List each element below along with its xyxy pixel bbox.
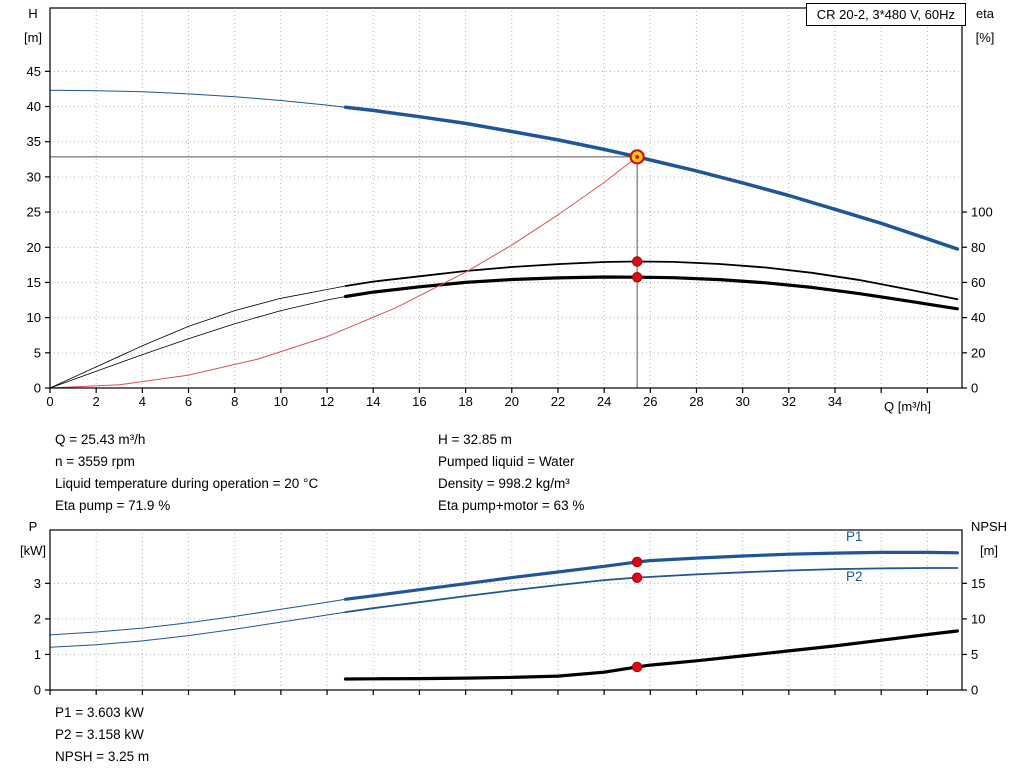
y-left-tick-label: 40 — [27, 99, 41, 114]
y-right-tick-label: 100 — [971, 205, 993, 220]
head-efficiency-chart: 0 2 4 6 8 10 12 14 16 18 20 22 24 26 28 30 32 34051015202… — [27, 7, 993, 409]
power-npsh-info: P1 = 3.603 kW P2 = 3.158 kW NPSH = 3.25 … — [55, 702, 149, 768]
curve-npsh — [343, 629, 960, 681]
curve-p1 — [343, 550, 960, 601]
head-axis-title: H [m] — [18, 2, 48, 50]
x-tick-label: 6 — [185, 394, 192, 409]
curve-eta-pump-motor-thin — [49, 296, 346, 389]
curve-p2 — [344, 567, 959, 613]
x-tick-label: 0 — [46, 394, 53, 409]
y-left-tick-label: 25 — [27, 205, 41, 220]
y-left-tick-label: 15 — [27, 275, 41, 290]
curve-head — [343, 105, 960, 251]
info-liquid-temp: Liquid temperature during operation = 20… — [55, 476, 319, 491]
eta-axis-symbol: eta — [975, 6, 995, 21]
x-tick-label: 30 — [735, 394, 749, 409]
x-tick-label: 24 — [597, 394, 611, 409]
y-left-tick-label: 1 — [34, 647, 41, 662]
power-axis-title: P [kW] — [14, 515, 52, 563]
y-right-tick-label: 60 — [971, 275, 985, 290]
info-pumped-liquid: Pumped liquid = Water — [438, 454, 575, 469]
info-eta-pump: Eta pump = 71.9 % — [55, 498, 171, 513]
duty-point-center — [635, 154, 640, 159]
y-left-tick-label: 2 — [34, 611, 41, 626]
head-axis-symbol: H — [28, 6, 38, 21]
x-tick-label: 2 — [93, 394, 100, 409]
pump-model-title: CR 20-2, 3*480 V, 60Hz — [805, 3, 966, 26]
power-axis-symbol: P — [28, 519, 38, 534]
flow-axis-title: Q [m³/h] — [884, 399, 931, 414]
curve-p1-thin — [49, 598, 346, 636]
npsh-point — [631, 661, 643, 673]
y-left-tick-label: 10 — [27, 310, 41, 325]
p2-curve-label: P2 — [846, 569, 863, 584]
y-left-tick-label: 5 — [34, 345, 41, 360]
x-tick-label: 22 — [551, 394, 565, 409]
x-tick-label: 28 — [689, 394, 703, 409]
y-right-tick-label: 40 — [971, 310, 985, 325]
x-tick-label: 18 — [458, 394, 472, 409]
x-tick-label: 34 — [828, 394, 842, 409]
x-tick-label: 14 — [366, 394, 380, 409]
x-tick-label: 10 — [274, 394, 288, 409]
y-left-tick-label: 30 — [27, 169, 41, 184]
x-tick-label: 4 — [139, 394, 146, 409]
p2-point — [631, 572, 643, 583]
eta-pump-point — [631, 256, 643, 267]
y-left-tick-label: 0 — [34, 381, 41, 396]
y-left-tick-label: 35 — [27, 134, 41, 149]
info-density: Density = 998.2 kg/m³ — [438, 476, 570, 491]
duty-info-right: H = 32.85 m Pumped liquid = Water Densit… — [438, 429, 584, 517]
x-tick-label: 8 — [231, 394, 238, 409]
eta-pump-motor-point — [631, 271, 643, 283]
x-tick-label: 32 — [782, 394, 796, 409]
curve-eta-pump-thin — [49, 285, 346, 389]
duty-info-left: Q = 25.43 m³/h n = 3559 rpm Liquid tempe… — [55, 429, 318, 517]
power-npsh-chart: 0 1 2 3 0 5 10 15 — [34, 529, 985, 698]
info-head: H = 32.85 m — [438, 432, 512, 447]
npsh-axis-symbol: NPSH — [970, 519, 1008, 534]
y-right-tick-label: 10 — [971, 611, 985, 626]
info-p1: P1 = 3.603 kW — [55, 705, 144, 720]
info-npsh: NPSH = 3.25 m — [55, 749, 150, 764]
y-right-tick-label: 15 — [971, 576, 985, 591]
info-p2: P2 = 3.158 kW — [55, 727, 144, 742]
plot-frame — [49, 7, 963, 389]
x-tick-label: 16 — [412, 394, 426, 409]
y-right-tick-label: 20 — [971, 345, 985, 360]
y-left-tick-label: 3 — [34, 576, 41, 591]
curve-p2-thin — [49, 611, 346, 648]
info-flow: Q = 25.43 m³/h — [55, 432, 146, 447]
curve-head-thin — [49, 89, 346, 108]
y-left-tick-label: 20 — [27, 240, 41, 255]
y-left-tick-label: 45 — [27, 64, 41, 79]
y-right-tick-label: 5 — [971, 647, 978, 662]
p1-point — [631, 556, 643, 568]
plot-frame — [49, 529, 963, 691]
eta-axis-unit: [%] — [975, 30, 995, 45]
y-left-tick-label: 0 — [34, 683, 41, 698]
curve-system-curve — [49, 156, 638, 389]
y-right-tick-label: 80 — [971, 240, 985, 255]
x-tick-label: 12 — [320, 394, 334, 409]
info-speed: n = 3559 rpm — [55, 454, 135, 469]
head-axis-unit: [m] — [23, 30, 43, 45]
y-right-tick-label: 0 — [971, 381, 978, 396]
power-axis-unit: [kW] — [20, 543, 46, 558]
npsh-axis-unit: [m] — [979, 543, 999, 558]
info-eta-pump-motor: Eta pump+motor = 63 % — [438, 498, 585, 513]
x-tick-label: 26 — [643, 394, 657, 409]
npsh-axis-title: NPSH [m] — [964, 515, 1014, 563]
p1-curve-label: P1 — [846, 529, 863, 544]
y-right-tick-label: 0 — [971, 683, 978, 698]
eta-axis-title: eta [%] — [966, 2, 1004, 50]
x-tick-label: 20 — [505, 394, 519, 409]
